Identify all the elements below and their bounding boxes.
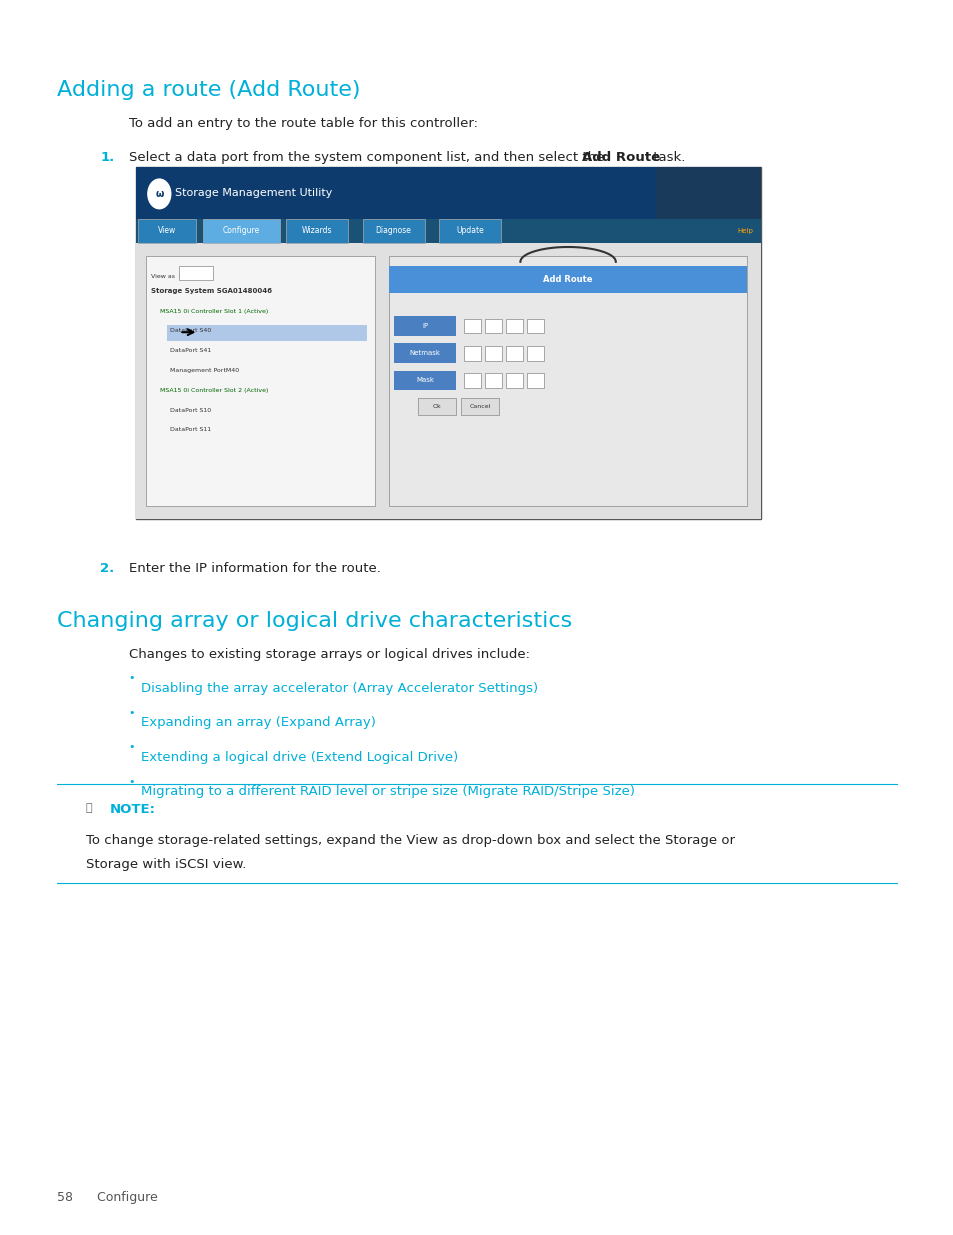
FancyBboxPatch shape (167, 325, 367, 341)
Text: Storage with iSCSI view.: Storage with iSCSI view. (86, 858, 246, 872)
FancyBboxPatch shape (136, 167, 760, 219)
FancyBboxPatch shape (362, 219, 424, 243)
Text: 58      Configure: 58 Configure (57, 1191, 158, 1204)
Text: Diagnose: Diagnose (375, 226, 411, 236)
FancyBboxPatch shape (417, 398, 456, 415)
FancyBboxPatch shape (136, 243, 760, 519)
FancyBboxPatch shape (526, 373, 543, 388)
FancyBboxPatch shape (179, 266, 213, 280)
Text: 2.: 2. (100, 562, 114, 576)
FancyBboxPatch shape (438, 219, 500, 243)
FancyBboxPatch shape (463, 346, 480, 361)
Text: Configure: Configure (222, 226, 260, 236)
FancyBboxPatch shape (460, 398, 498, 415)
FancyBboxPatch shape (526, 346, 543, 361)
Text: Netmask: Netmask (409, 351, 440, 356)
FancyBboxPatch shape (484, 346, 501, 361)
Text: Storage System SGA01480046: Storage System SGA01480046 (151, 289, 272, 294)
Text: View as  GUI: View as GUI (151, 274, 190, 279)
FancyBboxPatch shape (484, 373, 501, 388)
FancyBboxPatch shape (203, 219, 279, 243)
FancyBboxPatch shape (463, 373, 480, 388)
Text: Migrating to a different RAID level or stripe size (Migrate RAID/Stripe Size): Migrating to a different RAID level or s… (141, 785, 635, 799)
Text: •: • (129, 777, 135, 787)
Text: Select a data port from the system component list, and then select the: Select a data port from the system compo… (129, 151, 608, 164)
Text: DataPort S40: DataPort S40 (170, 329, 211, 333)
Text: DataPort S41: DataPort S41 (170, 348, 211, 353)
Text: NOTE:: NOTE: (110, 803, 155, 816)
Text: Help: Help (737, 228, 753, 233)
Text: Storage Management Utility: Storage Management Utility (174, 188, 332, 198)
Text: •: • (129, 742, 135, 752)
Text: Add Route: Add Route (581, 151, 659, 164)
Text: Management PortM40: Management PortM40 (170, 368, 238, 373)
Text: Expanding an array (Expand Array): Expanding an array (Expand Array) (141, 716, 375, 730)
Text: To change storage-related settings, expand the View as drop-down box and select : To change storage-related settings, expa… (86, 834, 734, 847)
Text: Extending a logical drive (Extend Logical Drive): Extending a logical drive (Extend Logica… (141, 751, 458, 764)
FancyBboxPatch shape (136, 167, 760, 519)
Text: Changing array or logical drive characteristics: Changing array or logical drive characte… (57, 611, 572, 631)
Text: Mask: Mask (416, 378, 434, 383)
Text: Changes to existing storage arrays or logical drives include:: Changes to existing storage arrays or lo… (129, 648, 529, 662)
Text: MSA15 0i Controller Slot 2 (Active): MSA15 0i Controller Slot 2 (Active) (160, 388, 269, 393)
FancyBboxPatch shape (394, 370, 456, 390)
Text: Disabling the array accelerator (Array Accelerator Settings): Disabling the array accelerator (Array A… (141, 682, 537, 695)
Text: IP: IP (421, 324, 428, 329)
Text: 📋: 📋 (86, 803, 96, 813)
Text: View: View (157, 226, 176, 236)
FancyBboxPatch shape (505, 373, 522, 388)
FancyBboxPatch shape (505, 319, 522, 333)
Text: •: • (129, 673, 135, 683)
Text: Enter the IP information for the route.: Enter the IP information for the route. (129, 562, 380, 576)
Text: Cancel: Cancel (469, 404, 490, 409)
Text: To add an entry to the route table for this controller:: To add an entry to the route table for t… (129, 117, 477, 131)
Text: Update: Update (456, 226, 483, 236)
FancyBboxPatch shape (146, 256, 375, 506)
Text: task.: task. (648, 151, 684, 164)
Text: Ok: Ok (432, 404, 441, 409)
Text: Adding a route (Add Route): Adding a route (Add Route) (57, 80, 360, 100)
Text: Add Route: Add Route (543, 274, 592, 284)
FancyBboxPatch shape (389, 256, 746, 506)
Circle shape (148, 179, 171, 209)
FancyBboxPatch shape (138, 219, 195, 243)
FancyBboxPatch shape (389, 266, 746, 293)
Text: MSA15 0i Controller Slot 1 (Active): MSA15 0i Controller Slot 1 (Active) (160, 309, 268, 314)
FancyBboxPatch shape (394, 343, 456, 363)
FancyBboxPatch shape (136, 219, 760, 243)
Text: •: • (129, 708, 135, 718)
Text: DataPort S11: DataPort S11 (170, 427, 211, 432)
Text: ω: ω (155, 189, 163, 199)
Text: Wizards: Wizards (302, 226, 332, 236)
FancyBboxPatch shape (394, 316, 456, 336)
FancyBboxPatch shape (526, 319, 543, 333)
FancyBboxPatch shape (656, 167, 760, 219)
FancyBboxPatch shape (463, 319, 480, 333)
FancyBboxPatch shape (286, 219, 348, 243)
Text: DataPort S10: DataPort S10 (170, 408, 211, 412)
FancyBboxPatch shape (484, 319, 501, 333)
Text: 1.: 1. (100, 151, 114, 164)
FancyBboxPatch shape (505, 346, 522, 361)
